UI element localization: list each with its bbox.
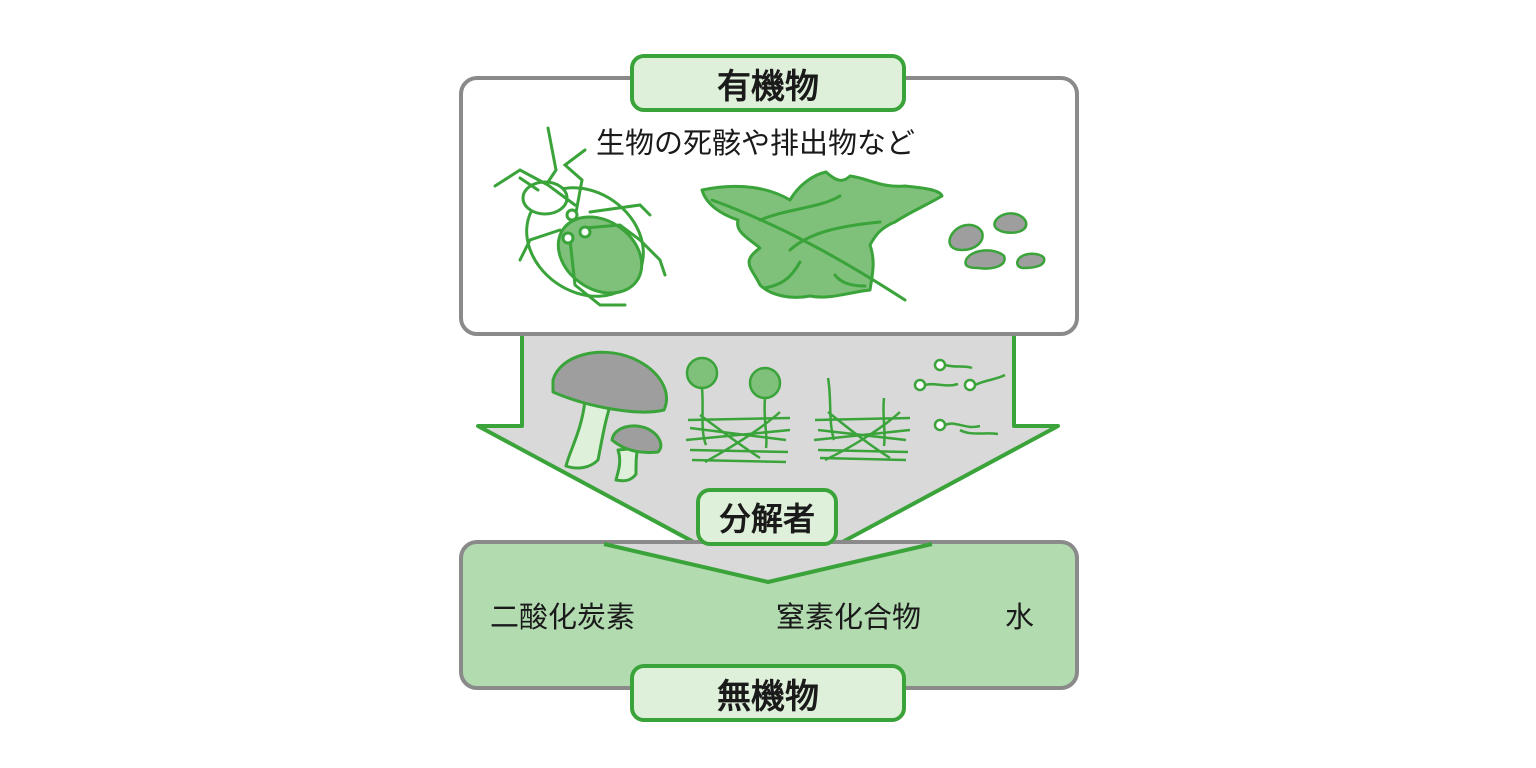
dead-leaf-icon	[700, 170, 944, 302]
decomposer-label: 分解者	[696, 488, 838, 546]
mold-icon-2	[813, 377, 911, 462]
droppings-icon	[948, 212, 1046, 270]
bacteria-icon	[913, 358, 1006, 436]
water-text: 水	[1005, 600, 1035, 634]
mushroom-icon	[551, 350, 668, 483]
mold-icon-1	[685, 356, 791, 464]
organic-matter-label: 有機物	[630, 54, 906, 112]
nitrogen-compounds-text: 窒素化合物	[776, 600, 922, 634]
arrow-tip	[604, 544, 932, 582]
beetle-icon	[493, 126, 667, 307]
inorganic-matter-label: 無機物	[630, 664, 906, 722]
organic-description: 生物の死骸や排出物など	[596, 126, 916, 160]
carbon-dioxide-text: 二酸化炭素	[490, 600, 636, 634]
